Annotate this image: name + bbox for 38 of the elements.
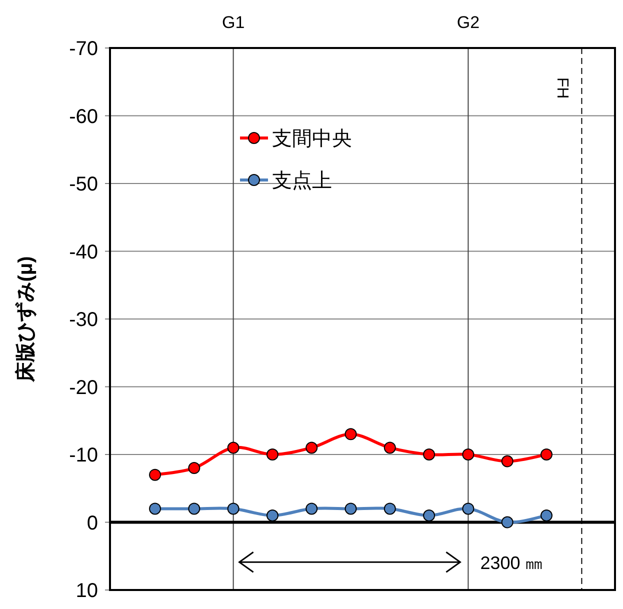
point — [423, 509, 436, 522]
y-tick-label: -40 — [69, 241, 98, 264]
point — [540, 448, 552, 460]
point — [423, 448, 436, 460]
point — [462, 502, 474, 515]
legend-label: 支間中央 — [272, 128, 352, 150]
point — [540, 509, 552, 522]
point — [227, 442, 240, 454]
point — [344, 502, 357, 515]
legend-label: 支点上 — [272, 170, 332, 192]
point — [149, 468, 162, 481]
point — [384, 442, 396, 454]
y-tick-label: -50 — [69, 174, 98, 196]
y-tick-label: -60 — [69, 106, 98, 128]
annotation: 2300 ㎜ — [480, 553, 544, 574]
point — [306, 442, 318, 454]
point — [188, 502, 200, 515]
y-tick-label: -20 — [69, 376, 98, 399]
y-tick-label: -70 — [69, 38, 98, 60]
point — [501, 455, 514, 468]
point — [384, 502, 396, 515]
text: FH — [553, 77, 571, 99]
x-tick-label: G1 — [222, 13, 245, 32]
x-tick-label: G2 — [456, 13, 480, 32]
point — [501, 516, 514, 528]
y-tick-label: 0 — [86, 512, 98, 534]
point — [227, 502, 240, 515]
point — [344, 428, 357, 440]
point — [266, 509, 278, 522]
y-tick-label: -30 — [69, 309, 98, 331]
point — [462, 448, 474, 460]
point — [306, 502, 318, 515]
point — [149, 502, 162, 515]
y-tick-label: 10 — [76, 580, 98, 602]
y-axis-title: 床版ひずみ(μ) — [14, 256, 37, 383]
point — [266, 448, 278, 460]
y-tick-label: -10 — [69, 444, 98, 466]
point — [188, 462, 200, 474]
